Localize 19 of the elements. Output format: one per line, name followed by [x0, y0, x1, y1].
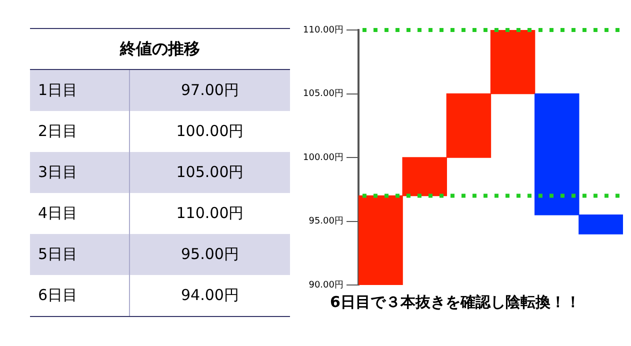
text: 3日目: [30, 152, 130, 193]
text: 6日目で３本抜きを確認し陰転換！！: [330, 293, 580, 312]
text: 100.00円: [175, 121, 245, 142]
text: 110.00円: [175, 203, 245, 224]
y-tick-label: 110.00円: [302, 25, 344, 36]
text: 1日目: [30, 70, 130, 111]
text: 4日目: [30, 193, 130, 234]
text: 終値の推移: [30, 28, 290, 70]
y-tick-label: 90.00円: [308, 280, 344, 290]
text: 6日目: [30, 275, 130, 316]
y-tick-label: 95.00円: [308, 216, 344, 227]
text: 94.00円: [130, 275, 290, 316]
y-tick-label: 105.00円: [302, 89, 344, 100]
text: 2日目: [30, 111, 130, 152]
text: 97.00円: [130, 70, 290, 111]
text: 95.00円: [130, 234, 290, 275]
y-tick-label: 100.00円: [302, 152, 344, 163]
text: 5日目: [30, 234, 130, 275]
text: 105.00円: [130, 152, 290, 193]
